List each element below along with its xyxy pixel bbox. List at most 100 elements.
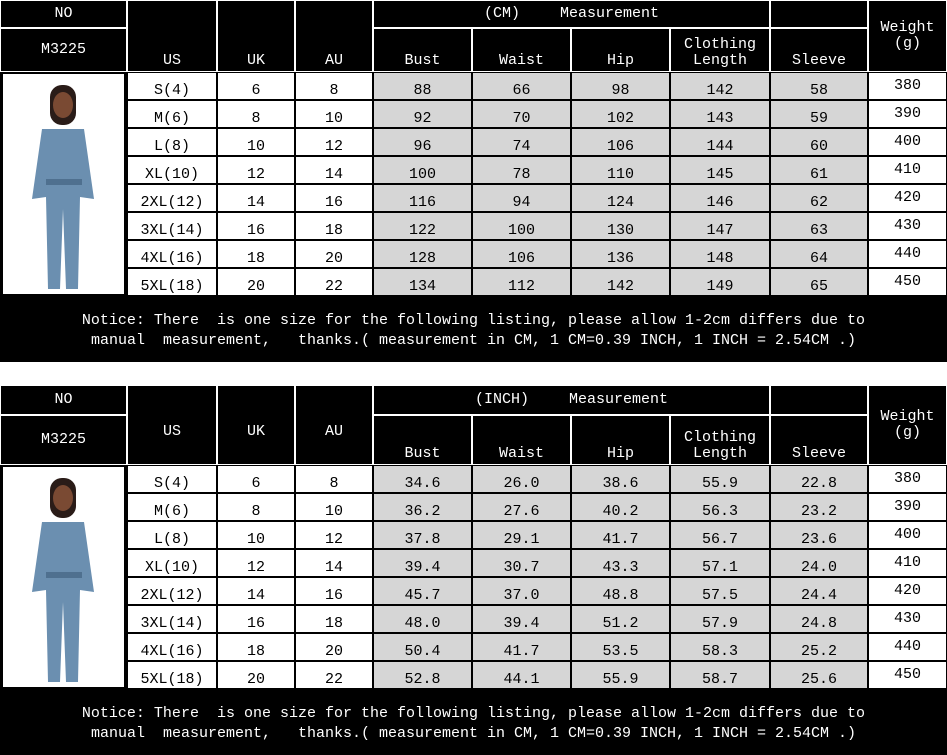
cell: 380 [869,73,946,99]
cell: S(4) [128,73,216,99]
cell: 420 [869,578,946,604]
column-header: Hip [571,28,670,72]
cell: 18 [296,213,372,239]
cell: 14 [218,578,294,604]
cell: 24.8 [771,606,867,632]
cell: 48.8 [572,578,669,604]
cell: 450 [869,269,946,295]
cell: 88 [374,73,471,99]
column-header: Hip [571,415,670,465]
cell: 40.2 [572,494,669,520]
cell: L(8) [128,129,216,155]
cell: 37.8 [374,522,471,548]
column-header: Waist [472,28,571,72]
cell: 20 [218,269,294,295]
column-header: Weight (g) [868,385,947,465]
cell: 144 [671,129,769,155]
cell: 22 [296,269,372,295]
cell: 12 [296,129,372,155]
cell: 22.8 [771,466,867,492]
cell: 450 [869,662,946,688]
cell: 74 [473,129,570,155]
cell: 92 [374,101,471,127]
cell: 3XL(14) [128,213,216,239]
column-header: UK [217,385,295,465]
cell: 23.2 [771,494,867,520]
cell: 58 [771,73,867,99]
cell: L(8) [128,522,216,548]
cell: 50.4 [374,634,471,660]
column-header: Clothing Length [670,28,770,72]
column-header: Waist [472,415,571,465]
cell: 48.0 [374,606,471,632]
cell: 5XL(18) [128,662,216,688]
cell: 44.1 [473,662,570,688]
cell: 18 [296,606,372,632]
cell: 57.9 [671,606,769,632]
cell: 41.7 [572,522,669,548]
cell: 116 [374,185,471,211]
cell: 20 [296,241,372,267]
model-figure [31,478,94,682]
cell: 53.5 [572,634,669,660]
cell: 39.4 [473,606,570,632]
column-header: US [127,0,217,72]
cell: 12 [218,550,294,576]
cell: XL(10) [128,550,216,576]
cell: 8 [218,494,294,520]
cell: 430 [869,213,946,239]
notice-line: manual measurement, thanks.( measurement… [90,725,857,742]
cell: 147 [671,213,769,239]
cell: 4XL(16) [128,241,216,267]
cell: 52.8 [374,662,471,688]
cell: 4XL(16) [128,634,216,660]
cell: 59 [771,101,867,127]
cell: 6 [218,73,294,99]
cell: 3XL(14) [128,606,216,632]
cell: 16 [218,606,294,632]
column-header: Sleeve [770,28,868,72]
cell: 23.6 [771,522,867,548]
column-header: Clothing Length [670,415,770,465]
cell: 16 [218,213,294,239]
cell: 10 [296,101,372,127]
cell: 18 [218,241,294,267]
cell: 24.0 [771,550,867,576]
cell: 102 [572,101,669,127]
cell: 57.5 [671,578,769,604]
cell: 26.0 [473,466,570,492]
product-code: M3225 [0,415,127,465]
cell: 400 [869,522,946,548]
product-photo [3,467,124,687]
cell: 60 [771,129,867,155]
no-label: NO [0,385,127,415]
cell: 440 [869,241,946,267]
cell: 142 [671,73,769,99]
cell: 36.2 [374,494,471,520]
unit-label: (INCH) [474,391,529,408]
cell: 43.3 [572,550,669,576]
product-photo [3,74,124,294]
cell: XL(10) [128,157,216,183]
product-code: M3225 [0,28,127,72]
cell: 134 [374,269,471,295]
cell: 149 [671,269,769,295]
cell: 25.6 [771,662,867,688]
cell: 8 [296,466,372,492]
notice-line: Notice: There is one size for the follow… [81,312,866,329]
cell: 27.6 [473,494,570,520]
cell: S(4) [128,466,216,492]
cell: 70 [473,101,570,127]
cell: 18 [218,634,294,660]
cell: 37.0 [473,578,570,604]
cell: 55.9 [572,662,669,688]
cell: 58.7 [671,662,769,688]
cell: 146 [671,185,769,211]
cell: 63 [771,213,867,239]
cell: 2XL(12) [128,578,216,604]
cell: 78 [473,157,570,183]
cell: 41.7 [473,634,570,660]
column-header: US [127,385,217,465]
no-label: NO [0,0,127,28]
